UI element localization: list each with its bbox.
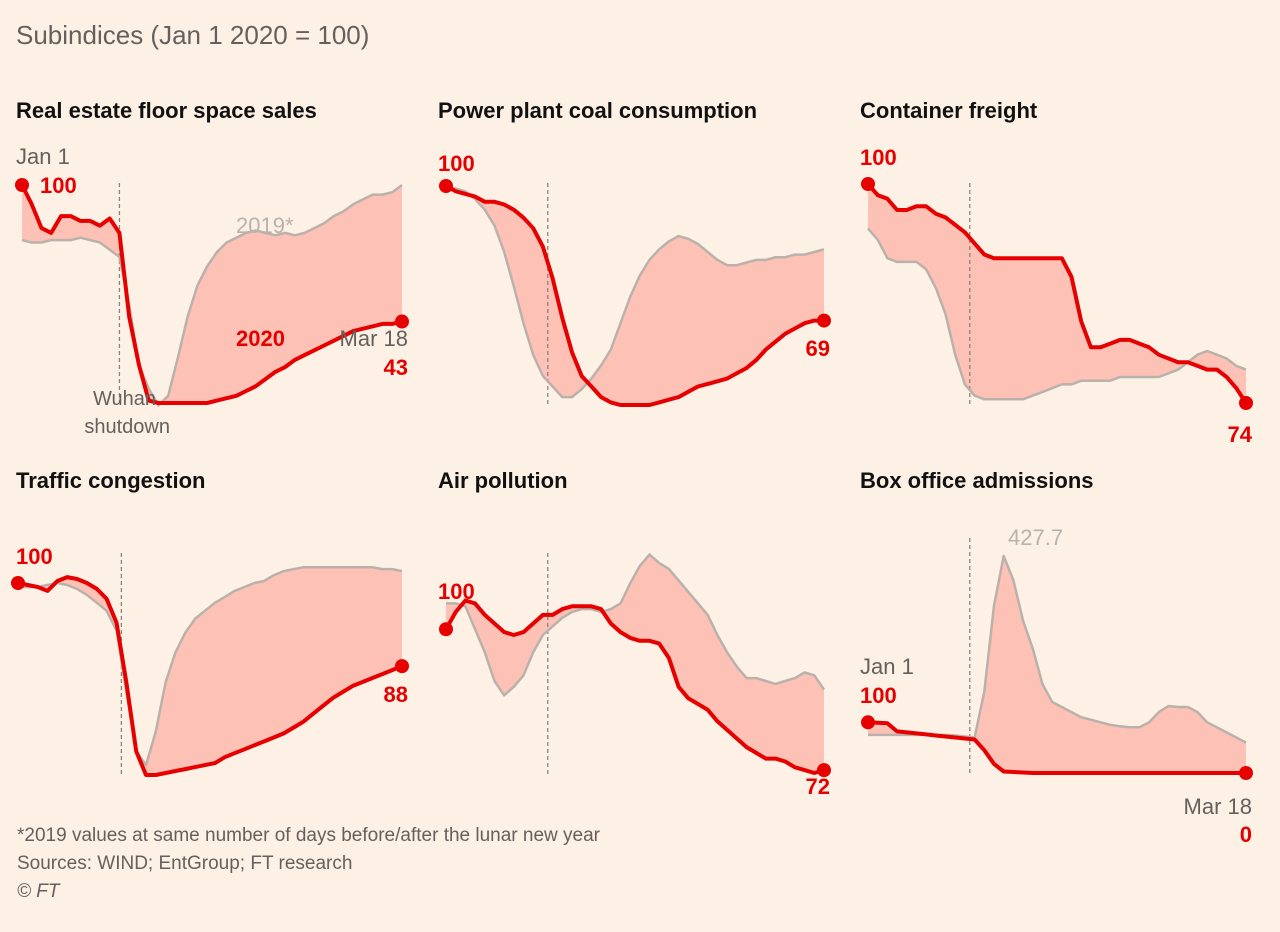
panel-air-pollution: Air pollution 100 72 — [438, 468, 858, 838]
end-value-label: 43 — [384, 355, 408, 380]
sources: Sources: WIND; EntGroup; FT research — [17, 853, 353, 874]
series-2019-line — [446, 553, 826, 697]
chart-coal: 100 69 — [438, 151, 831, 407]
end-value-label: 72 — [806, 774, 830, 799]
gap-area — [868, 556, 1246, 773]
end-point — [817, 763, 831, 778]
start-value-label: 100 — [860, 145, 897, 170]
end-value-label: 0 — [1240, 822, 1252, 847]
series-2020-line — [444, 184, 826, 407]
chart-real-estate: Jan 1 100 2019* 2020 Mar 18 43 Wuhan shu… — [15, 144, 409, 438]
series-2019-line — [21, 183, 403, 407]
series-2019-line — [18, 565, 403, 767]
footnote: *2019 values at same number of days befo… — [17, 825, 601, 846]
panel-title: Real estate floor space sales — [16, 98, 317, 123]
wuhan-label: Wuhan — [93, 388, 156, 410]
start-point — [439, 622, 453, 637]
start-value-label: 100 — [16, 544, 53, 569]
start-point — [11, 576, 25, 590]
series-2019-line — [867, 227, 1247, 401]
panel-title: Box office admissions — [860, 468, 1094, 493]
series-2020-line — [16, 575, 404, 777]
gap-area — [18, 567, 402, 775]
jan1-label: Jan 1 — [16, 144, 70, 169]
footer: *2019 values at same number of days befo… — [17, 822, 600, 906]
start-point — [439, 179, 453, 193]
gap-area — [446, 554, 824, 773]
shutdown-label: shutdown — [84, 416, 170, 438]
series-2020-line — [20, 183, 404, 405]
panel-real-estate: Real estate floor space sales Jan 1 100 … — [15, 98, 436, 468]
start-point — [15, 178, 29, 192]
chart-container-freight: 100 74 — [860, 145, 1253, 447]
end-point — [1239, 766, 1253, 780]
panel-container-freight: Container freight 100 74 — [860, 98, 1280, 468]
start-value-label: 100 — [860, 683, 897, 708]
chart-air-pollution: 100 72 — [438, 553, 831, 799]
end-date-label: Mar 18 — [1184, 794, 1252, 819]
end-point — [1239, 396, 1253, 410]
start-point — [861, 715, 875, 730]
copyright: © FT — [17, 881, 60, 902]
gap-area — [868, 184, 1246, 403]
peak-value-label: 427.7 — [1008, 525, 1063, 550]
start-value-label: 100 — [438, 151, 475, 176]
panel-title: Traffic congestion — [16, 468, 206, 493]
start-value-label: 100 — [40, 173, 77, 198]
start-value-label: 100 — [438, 579, 475, 604]
panel-title: Power plant coal consumption — [438, 98, 758, 123]
series-2020-line — [866, 182, 1248, 405]
chart-traffic: 100 88 — [11, 544, 409, 777]
end-date-label: Mar 18 — [340, 326, 408, 351]
panel-title: Air pollution — [438, 468, 568, 493]
panel-coal: Power plant coal consumption 100 69 — [438, 98, 858, 468]
series-2020-line — [444, 598, 826, 775]
end-point — [395, 314, 409, 329]
end-value-label: 88 — [384, 682, 408, 707]
gap-area — [446, 186, 824, 405]
series-2020-line — [866, 720, 1248, 775]
panel-box-office: Box office admissions 427.7 Jan 1 100 Ma… — [860, 468, 1280, 847]
end-point — [395, 659, 409, 674]
series-2019-label: 2019* — [236, 213, 294, 238]
chart-box-office: 427.7 Jan 1 100 Mar 18 0 — [860, 525, 1253, 847]
end-point — [817, 313, 831, 328]
panel-title: Container freight — [860, 98, 1038, 123]
end-value-label: 69 — [806, 336, 830, 361]
chart-heading: Subindices (Jan 1 2020 = 100) — [16, 20, 370, 50]
gap-area — [22, 185, 402, 406]
panel-traffic: Traffic congestion 100 88 — [11, 468, 436, 838]
jan1-label: Jan 1 — [860, 654, 914, 679]
series-2020-label: 2020 — [236, 326, 285, 351]
start-point — [861, 177, 875, 191]
end-value-label: 74 — [1228, 422, 1253, 447]
series-2019-line — [445, 184, 825, 399]
